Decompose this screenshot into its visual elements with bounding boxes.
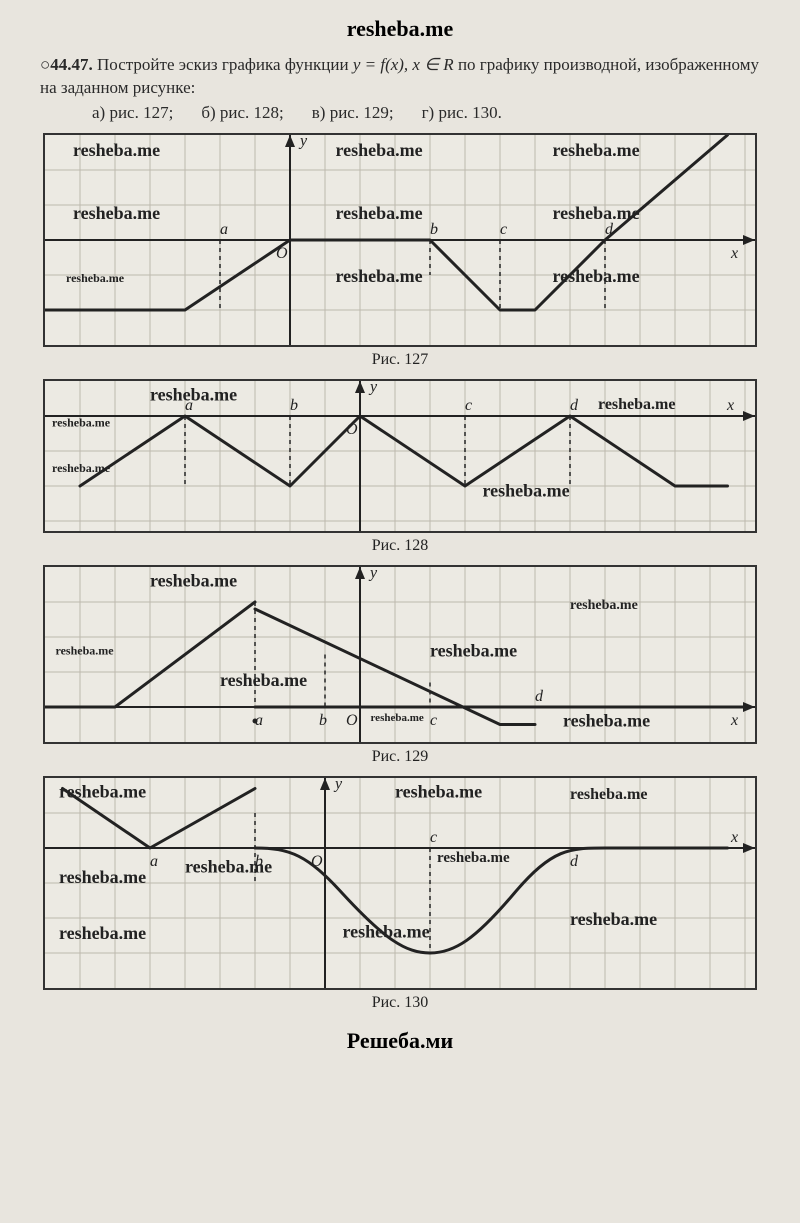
svg-text:x: x: [730, 712, 738, 729]
watermark: resheba.me: [150, 384, 237, 404]
watermark: resheba.me: [73, 203, 160, 223]
svg-text:x: x: [730, 829, 738, 846]
watermark: resheba.me: [563, 710, 650, 730]
watermark: resheba.me: [336, 203, 423, 223]
opt-b: б) рис. 128;: [201, 102, 283, 125]
svg-text:a: a: [150, 853, 158, 870]
watermark: resheba.me: [220, 670, 307, 690]
problem-number: ○44.47.: [40, 55, 93, 74]
opt-a: а) рис. 127;: [92, 102, 173, 125]
chart: resheba.me resheba.me resheba.me resheba.me…: [43, 776, 757, 990]
watermark: resheba.me: [56, 643, 115, 657]
fig-caption: Рис. 127: [372, 351, 429, 369]
watermark: resheba.me: [553, 266, 640, 286]
chart: resheba.me resheba.me resheba.me resheba.me…: [43, 133, 757, 347]
fig-caption: Рис. 130: [372, 994, 429, 1012]
watermark: resheba.me: [483, 480, 570, 500]
svg-text:d: d: [535, 688, 544, 705]
svg-text:y: y: [368, 565, 378, 582]
watermark: resheba.me: [336, 140, 423, 160]
chart: resheba.me resheba.me resheba.me resheba.me…: [43, 379, 757, 533]
watermark: resheba.me: [570, 786, 647, 803]
svg-text:y: y: [368, 379, 378, 396]
watermark: resheba.me: [570, 909, 657, 929]
footer-brand: Решеба.ми: [30, 1028, 770, 1054]
watermark: resheba.me: [73, 140, 160, 160]
watermark: resheba.me: [371, 712, 424, 724]
watermark: resheba.me: [52, 415, 111, 429]
svg-text:d: d: [605, 221, 614, 238]
header-watermark: resheba.me: [30, 16, 770, 42]
svg-text:O: O: [346, 421, 358, 438]
svg-text:c: c: [430, 712, 437, 729]
svg-text:x: x: [730, 245, 738, 262]
watermark: resheba.me: [59, 867, 146, 887]
fig-caption: Рис. 128: [372, 537, 429, 555]
problem-fn: y = f(x), x ∈ R: [353, 55, 454, 74]
problem-text1: Постройте эскиз графика функции: [97, 55, 353, 74]
figure-130: resheba.me resheba.me resheba.me resheba.me…: [30, 776, 770, 1018]
svg-text:y: y: [333, 776, 343, 793]
svg-text:c: c: [430, 829, 437, 846]
watermark: resheba.me: [336, 266, 423, 286]
svg-text:d: d: [570, 853, 579, 870]
svg-text:x: x: [726, 397, 734, 414]
watermark: resheba.me: [395, 781, 482, 801]
svg-text:b: b: [290, 397, 298, 414]
chart: resheba.me resheba.me resheba.me resheba.me…: [43, 565, 757, 744]
svg-text:a: a: [255, 712, 263, 729]
svg-text:d: d: [570, 397, 579, 414]
opt-c: в) рис. 129;: [312, 102, 394, 125]
figure-128: resheba.me resheba.me resheba.me resheba.me…: [30, 379, 770, 561]
svg-text:b: b: [319, 712, 327, 729]
watermark: resheba.me: [598, 396, 675, 413]
opt-d: г) рис. 130.: [422, 102, 502, 125]
problem-statement: ○44.47. Постройте эскиз графика функции …: [40, 54, 760, 125]
figure-127: resheba.me resheba.me resheba.me resheba.me…: [30, 133, 770, 375]
svg-text:O: O: [311, 853, 323, 870]
watermark: resheba.me: [59, 781, 146, 801]
watermark: resheba.me: [570, 598, 638, 613]
svg-text:a: a: [185, 397, 193, 414]
watermark: resheba.me: [437, 850, 510, 866]
svg-text:O: O: [346, 712, 358, 729]
fig-caption: Рис. 129: [372, 748, 429, 766]
watermark: resheba.me: [343, 921, 430, 941]
watermark: resheba.me: [66, 271, 125, 285]
watermark: resheba.me: [59, 923, 146, 943]
svg-text:b: b: [430, 221, 438, 238]
watermark: resheba.me: [553, 140, 640, 160]
watermark: resheba.me: [430, 640, 517, 660]
svg-text:c: c: [465, 397, 472, 414]
svg-text:a: a: [220, 221, 228, 238]
figure-129: resheba.me resheba.me resheba.me resheba.me…: [30, 565, 770, 772]
watermark: resheba.me: [150, 570, 237, 590]
svg-text:O: O: [276, 245, 288, 262]
svg-text:b: b: [255, 853, 263, 870]
svg-text:c: c: [500, 221, 507, 238]
svg-text:y: y: [298, 133, 308, 150]
